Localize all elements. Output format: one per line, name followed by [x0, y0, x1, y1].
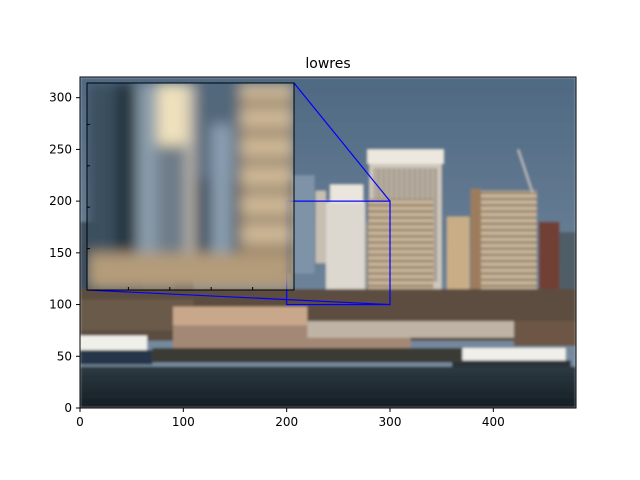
y-tick-label: 100 [49, 298, 72, 312]
x-tick-label: 400 [482, 415, 505, 429]
inset-ticks [87, 123, 254, 290]
y-tick-label: 0 [64, 401, 72, 415]
x-tick-label: 0 [76, 415, 84, 429]
axes-frame [79, 76, 577, 409]
chart-title: lowres [305, 56, 350, 72]
x-tick-label: 100 [172, 415, 195, 429]
inset-frame [86, 82, 295, 291]
connector-line-top [293, 82, 391, 202]
x-axis: 0 100 200 300 400 [76, 408, 505, 429]
y-tick-label: 150 [49, 246, 72, 260]
x-tick-label: 200 [275, 415, 298, 429]
y-axis: 0 50 100 150 200 250 300 [49, 91, 80, 415]
x-tick-label: 300 [379, 415, 402, 429]
connector-line-bottom [86, 289, 391, 306]
inset-axes [86, 82, 295, 291]
y-tick-label: 300 [49, 91, 72, 105]
y-tick-label: 200 [49, 194, 72, 208]
y-tick-label: 50 [57, 349, 72, 363]
y-tick-label: 250 [49, 142, 72, 156]
